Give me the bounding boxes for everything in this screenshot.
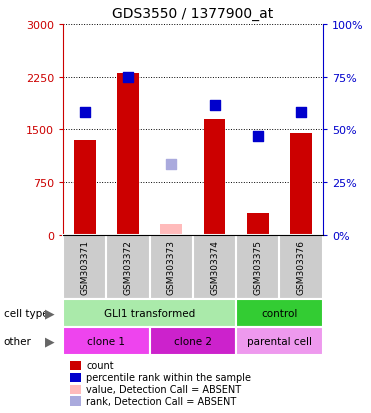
Bar xyxy=(161,225,182,235)
Point xyxy=(82,109,88,116)
Bar xyxy=(63,299,236,327)
Text: count: count xyxy=(86,360,114,370)
Text: control: control xyxy=(261,308,298,318)
Text: other: other xyxy=(4,336,32,346)
Text: ▶: ▶ xyxy=(45,335,55,348)
Bar xyxy=(63,327,150,355)
Text: clone 2: clone 2 xyxy=(174,336,212,346)
Bar xyxy=(247,214,269,235)
Point xyxy=(211,102,217,109)
Bar xyxy=(150,327,236,355)
Point xyxy=(255,133,261,140)
Bar xyxy=(204,119,226,235)
Text: ▶: ▶ xyxy=(45,306,55,320)
Text: value, Detection Call = ABSENT: value, Detection Call = ABSENT xyxy=(86,384,242,394)
Text: cell type: cell type xyxy=(4,308,48,318)
Text: GSM303376: GSM303376 xyxy=(297,240,306,294)
Bar xyxy=(74,140,96,235)
Text: clone 1: clone 1 xyxy=(87,336,125,346)
Text: GSM303372: GSM303372 xyxy=(124,240,132,294)
Point xyxy=(168,161,174,168)
Text: GSM303373: GSM303373 xyxy=(167,240,176,294)
Text: rank, Detection Call = ABSENT: rank, Detection Call = ABSENT xyxy=(86,396,237,406)
Text: parental cell: parental cell xyxy=(247,336,312,346)
Text: GSM303371: GSM303371 xyxy=(80,240,89,294)
Bar xyxy=(290,133,312,235)
Text: GLI1 transformed: GLI1 transformed xyxy=(104,308,195,318)
Point xyxy=(125,74,131,81)
Bar xyxy=(117,74,139,235)
Title: GDS3550 / 1377900_at: GDS3550 / 1377900_at xyxy=(112,7,273,21)
Text: GSM303374: GSM303374 xyxy=(210,240,219,294)
Text: percentile rank within the sample: percentile rank within the sample xyxy=(86,372,252,382)
Bar xyxy=(236,327,323,355)
Text: GSM303375: GSM303375 xyxy=(253,240,262,294)
Bar xyxy=(236,299,323,327)
Point xyxy=(298,109,304,116)
